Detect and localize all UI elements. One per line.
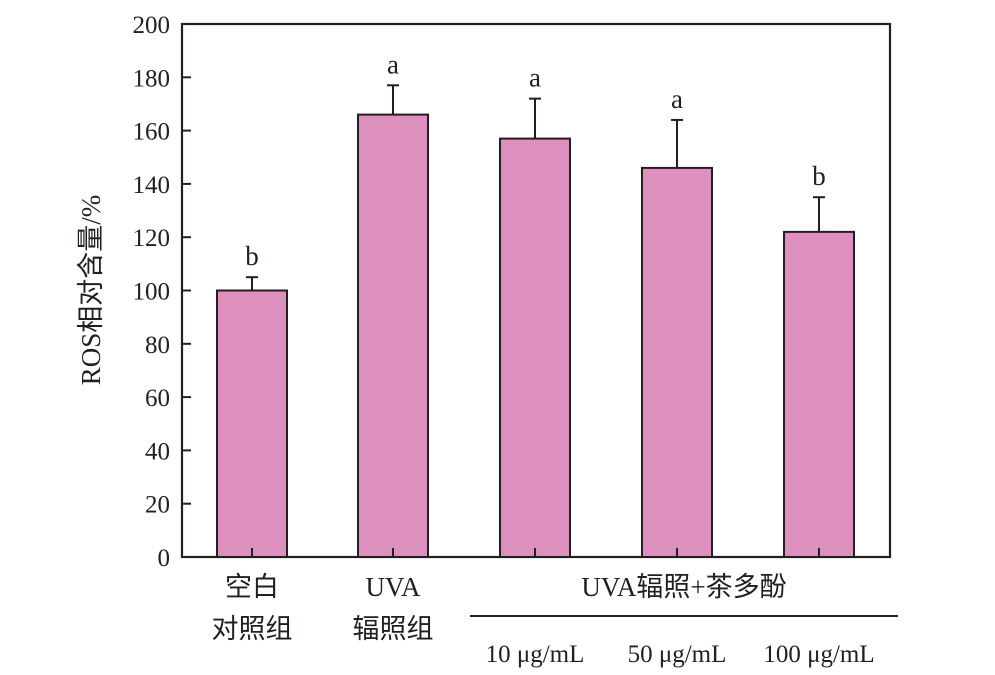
bar <box>216 289 288 558</box>
bar <box>641 166 713 558</box>
y-tick-label: 140 <box>133 172 171 199</box>
significance-label: a <box>387 49 399 79</box>
significance-label: b <box>245 241 259 271</box>
y-axis-title: ROS相对含量/% <box>76 195 106 386</box>
x-category-label: 空白 <box>225 572 279 602</box>
y-tick-label: 180 <box>133 65 171 92</box>
significance-labels-group: b a a a b <box>245 49 826 271</box>
x-group-label: UVA辐照+茶多酚 <box>581 572 786 602</box>
significance-label: a <box>529 63 541 93</box>
bar <box>783 230 855 558</box>
x-category-label: UVA <box>365 572 421 602</box>
y-tick-label: 60 <box>145 385 170 412</box>
y-tick-label: 100 <box>133 279 171 306</box>
y-tick-label: 80 <box>145 332 170 359</box>
x-category-label: 辐照组 <box>353 614 434 644</box>
x-concentration-label: 100 μg/mL <box>763 641 874 668</box>
y-tick-label: 20 <box>145 492 170 519</box>
y-tick-label: 120 <box>133 225 171 252</box>
bar <box>499 137 571 558</box>
x-concentration-label: 50 μg/mL <box>628 641 727 668</box>
bar <box>357 113 429 559</box>
bars-group <box>216 113 855 559</box>
y-tick-label: 200 <box>133 12 171 39</box>
error-bars-group <box>246 84 825 291</box>
y-axis-ticks: 0 20 40 60 80 100 120 140 160 180 200 <box>133 12 191 572</box>
y-tick-label: 160 <box>133 119 171 146</box>
significance-label: a <box>671 84 683 114</box>
significance-label: b <box>812 161 826 191</box>
y-tick-label: 0 <box>158 545 171 572</box>
y-tick-label: 40 <box>145 438 170 465</box>
x-category-label: 对照组 <box>212 614 293 644</box>
x-concentration-label: 10 μg/mL <box>486 641 585 668</box>
